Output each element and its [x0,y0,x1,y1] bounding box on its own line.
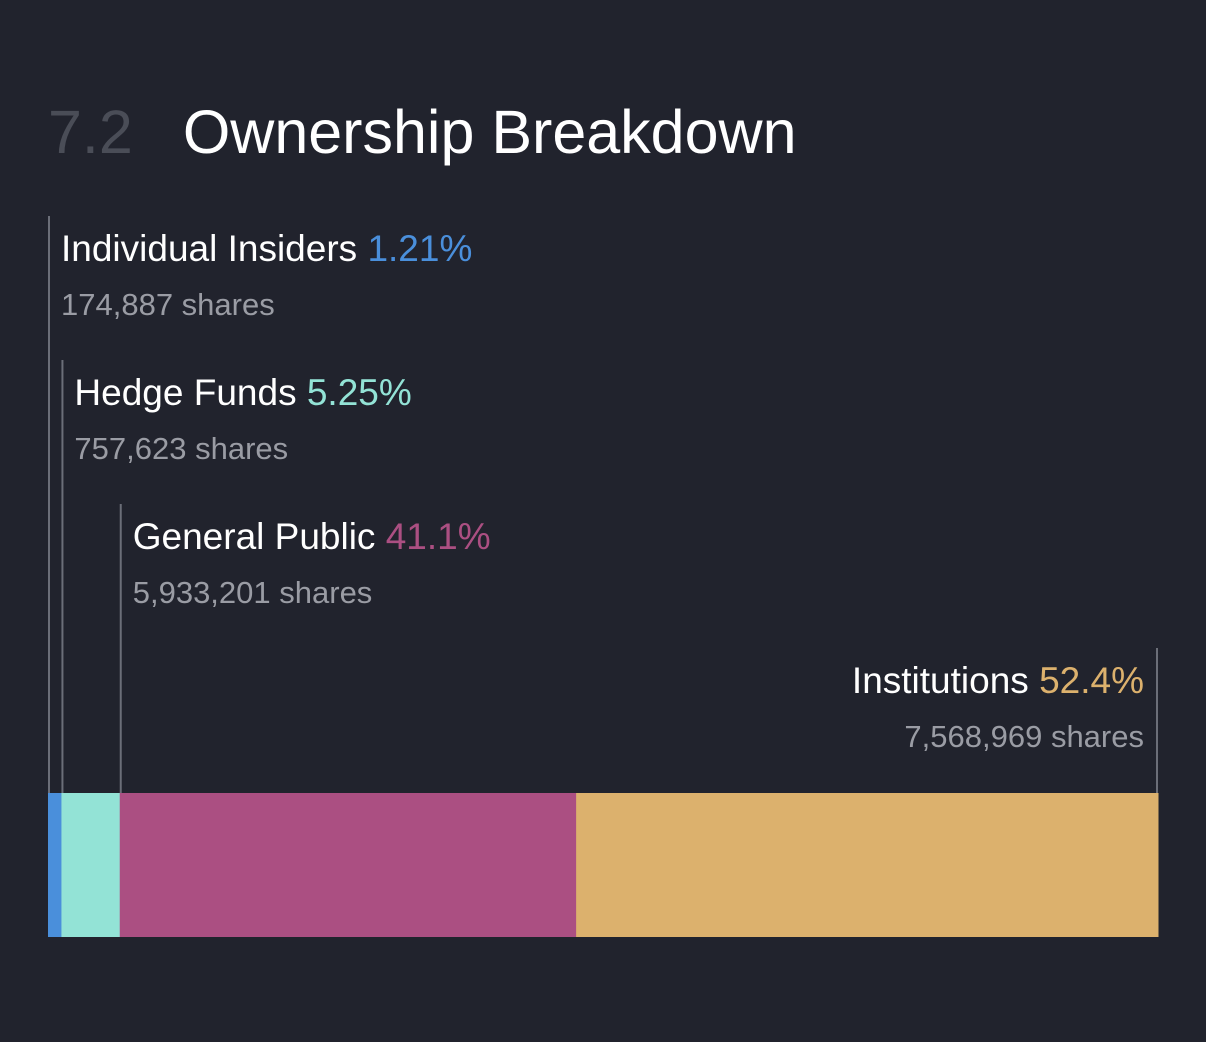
shares-individual-insiders: 174,887 shares [61,287,275,322]
category-name: General Public [133,516,386,557]
bar-segment-general-public [119,793,577,937]
category-name: Institutions [852,660,1039,701]
section-heading: 7.2 Ownership Breakdown [48,96,797,168]
category-name: Hedge Funds [74,372,306,413]
bar-segment-institutions [576,793,1159,937]
label-individual-insiders: Individual Insiders 1.21% [61,228,472,269]
category-name: Individual Insiders [61,228,367,269]
shares-institutions: 7,568,969 shares [904,719,1144,754]
label-general-public: General Public 41.1% [133,516,491,557]
percent-label: 52.4% [1039,660,1144,701]
percent-label: 5.25% [307,372,412,413]
bar-segment-hedge-funds [61,793,121,937]
bar-segment-individual-insiders [48,793,62,937]
shares-general-public: 5,933,201 shares [133,575,373,610]
percent-label: 1.21% [367,228,472,269]
percent-label: 41.1% [386,516,491,557]
shares-hedge-funds: 757,623 shares [74,431,288,466]
label-hedge-funds: Hedge Funds 5.25% [74,372,411,413]
section-title: Ownership Breakdown [182,98,797,166]
section-number: 7.2 [48,98,133,166]
label-institutions: Institutions 52.4% [852,660,1144,701]
